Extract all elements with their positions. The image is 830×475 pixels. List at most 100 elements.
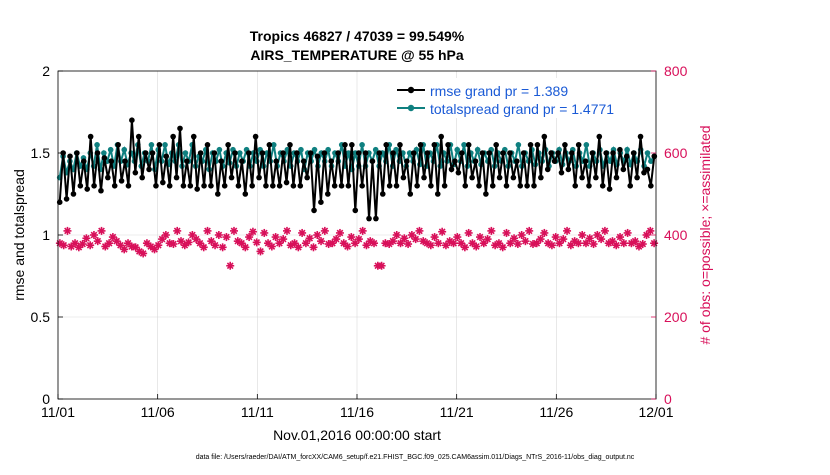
obs-count-point bbox=[226, 261, 235, 270]
rmse-point bbox=[486, 150, 493, 156]
obs-count-point bbox=[404, 240, 413, 249]
totalspread-point bbox=[406, 150, 413, 156]
obs-count-point bbox=[616, 233, 625, 242]
rmse-point bbox=[87, 133, 94, 140]
totalspread-point bbox=[107, 146, 114, 153]
totalspread-point bbox=[101, 150, 107, 156]
rmse-point bbox=[352, 207, 359, 214]
rmse-point bbox=[273, 158, 280, 164]
rmse-point bbox=[153, 183, 159, 189]
rmse-point bbox=[417, 142, 424, 148]
obs-count-point bbox=[597, 235, 606, 244]
y2-tick-label: 200 bbox=[664, 309, 688, 325]
rmse-point bbox=[465, 142, 472, 148]
obs-count-point bbox=[245, 233, 254, 242]
obs-count-point bbox=[631, 237, 640, 246]
rmse-point bbox=[459, 150, 465, 156]
rmse-point bbox=[376, 150, 383, 156]
rmse-point bbox=[538, 174, 544, 181]
totalspread-point bbox=[311, 146, 318, 153]
rmse-point bbox=[318, 199, 324, 205]
obs-count-point bbox=[623, 228, 632, 237]
obs-count-point bbox=[309, 243, 318, 252]
rmse-point bbox=[115, 142, 121, 148]
rmse-point bbox=[448, 166, 455, 173]
x-tick-label: 11/01 bbox=[41, 404, 75, 420]
obs-count-point bbox=[78, 240, 87, 249]
obs-count-point bbox=[256, 247, 265, 256]
obs-count-point bbox=[638, 240, 647, 249]
rmse-point bbox=[173, 174, 180, 181]
obs-count-point bbox=[139, 249, 148, 258]
rmse-point bbox=[129, 117, 135, 123]
totalspread-point bbox=[454, 146, 461, 153]
rmse-point bbox=[338, 183, 345, 189]
obs-count-point bbox=[335, 228, 344, 237]
totalspread-point bbox=[474, 146, 481, 153]
obs-count-point bbox=[169, 240, 178, 249]
rmse-point bbox=[613, 174, 620, 181]
obs-count-point bbox=[320, 226, 329, 235]
y-tick-label: 0 bbox=[42, 391, 50, 407]
rmse-point bbox=[266, 142, 273, 148]
y-tick-label: 2 bbox=[42, 63, 50, 79]
rmse-point bbox=[194, 186, 200, 192]
rmse-point bbox=[331, 183, 338, 189]
obs-count-point bbox=[207, 237, 216, 246]
rmse-point bbox=[606, 186, 613, 192]
obs-count-point bbox=[59, 241, 68, 250]
totalspread-point bbox=[345, 150, 352, 156]
obs-count-point bbox=[218, 243, 227, 252]
rmse-point bbox=[414, 183, 420, 189]
rmse-point bbox=[63, 196, 70, 202]
y-tick-label: 1 bbox=[42, 227, 50, 243]
rmse-point bbox=[160, 179, 166, 186]
totalspread-point bbox=[325, 146, 331, 153]
rmse-point bbox=[479, 150, 486, 156]
rmse-point bbox=[438, 133, 445, 140]
obs-count-point bbox=[510, 234, 519, 243]
legend-rmse-marker bbox=[407, 86, 415, 94]
rmse-point bbox=[94, 150, 101, 156]
obs-count-point bbox=[267, 242, 276, 251]
obs-count-point bbox=[612, 241, 621, 250]
y-axis-label-right: # of obs: o=possible; ×=assimilated bbox=[697, 125, 713, 344]
obs-count-point bbox=[551, 233, 560, 242]
rmse-point bbox=[201, 183, 207, 189]
obs-count-point bbox=[525, 226, 534, 235]
obs-count-point bbox=[241, 243, 250, 252]
rmse-point bbox=[575, 142, 582, 148]
x-tick-label: 12/01 bbox=[638, 404, 673, 420]
obs-count-point bbox=[105, 239, 114, 248]
x-tick-label: 11/06 bbox=[141, 404, 175, 420]
obs-count-point bbox=[343, 242, 352, 251]
rmse-point bbox=[434, 191, 441, 197]
rmse-point bbox=[294, 150, 300, 156]
rmse-point bbox=[610, 150, 616, 156]
obs-count-point bbox=[120, 245, 129, 254]
obs-count-point bbox=[650, 239, 659, 248]
obs-count-point bbox=[646, 226, 655, 235]
obs-count-series bbox=[55, 226, 659, 270]
rmse-point bbox=[280, 150, 286, 156]
obs-count-point bbox=[358, 226, 367, 235]
rmse-point bbox=[476, 183, 482, 189]
rmse-point bbox=[345, 183, 352, 189]
rmse-series bbox=[56, 117, 658, 222]
rmse-point bbox=[349, 142, 355, 148]
rmse-point bbox=[187, 183, 194, 189]
rmse-point bbox=[170, 133, 176, 140]
legend-box bbox=[392, 78, 654, 118]
y-tick-label: 0.5 bbox=[31, 309, 51, 325]
obs-count-point bbox=[472, 242, 481, 251]
obs-count-point bbox=[271, 233, 280, 242]
rmse-point bbox=[455, 169, 462, 176]
obs-count-point bbox=[581, 239, 590, 248]
x-tick-label: 11/11 bbox=[241, 404, 274, 420]
rmse-point bbox=[593, 174, 599, 181]
rmse-point bbox=[366, 215, 372, 222]
rmse-point bbox=[383, 142, 390, 148]
rmse-point bbox=[410, 150, 417, 156]
chart-title: Tropics 46827 / 47039 = 99.549% bbox=[250, 28, 465, 44]
totalspread-point bbox=[270, 142, 277, 148]
